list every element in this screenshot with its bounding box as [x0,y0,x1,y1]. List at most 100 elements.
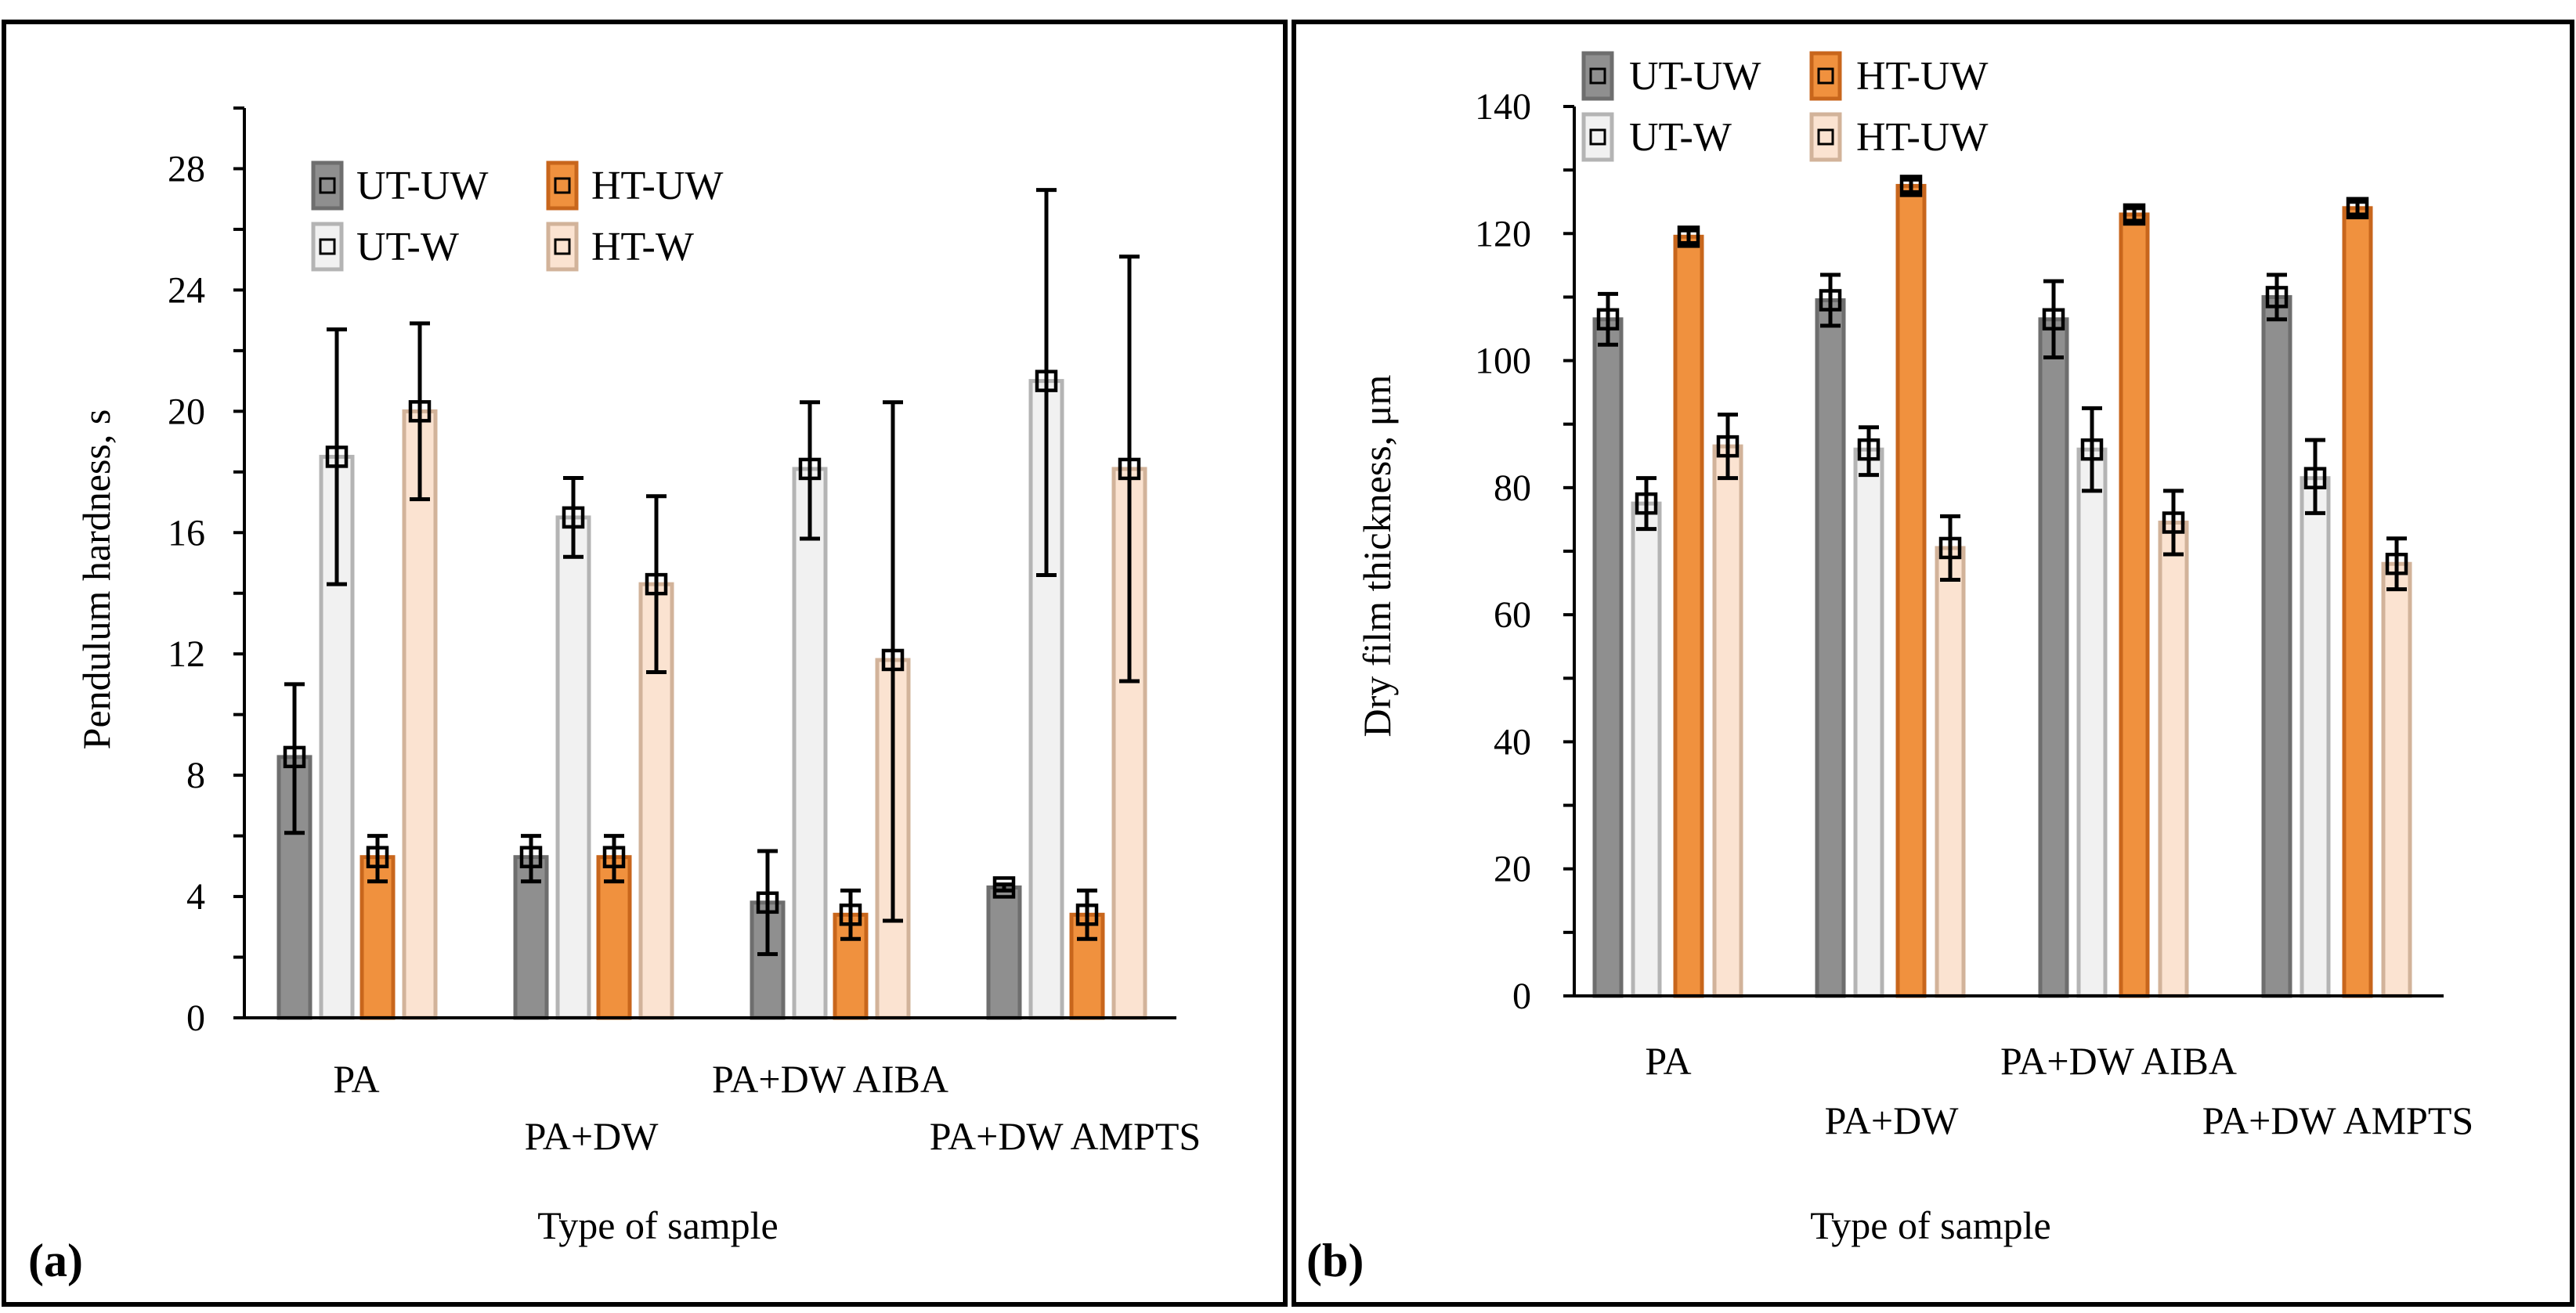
category-label: PA [1645,1039,1691,1083]
bar [1592,317,1624,998]
data-marker [1075,904,1099,926]
bar [1935,546,1966,998]
bar [2342,206,2373,998]
bar [1815,298,1846,998]
category-label: PA+DW AMPTS [930,1114,1201,1158]
bar [1673,234,1704,998]
legend-swatch [546,222,579,272]
bar [2038,317,2069,998]
panel-a-bars [276,188,1147,1020]
bar [792,467,828,1020]
panel-a-legend-entry-4: HT-W [546,222,694,272]
legend-label: HT-UW [1856,115,1989,160]
bar [2076,447,2108,998]
legend-swatch [1809,112,1842,162]
data-marker [645,572,668,596]
y-tick-label: 140 [1475,86,1531,128]
data-marker [1596,308,1620,331]
legend-marker [1817,128,1834,146]
y-tick-label: 8 [186,755,205,796]
legend-label: HT-UW [591,164,724,208]
legend-swatch [311,222,344,272]
legend-marker [1589,128,1606,146]
y-tick-label: 12 [168,633,205,675]
y-tick-label: 16 [168,512,205,554]
panel-b-chart: 0 20 40 60 80 100 120 140 UT-UW HT-UW UT-W HT-U… [1306,51,2473,1286]
data-marker [1635,492,1658,515]
data-marker [2080,438,2104,461]
panel-b-axes: 0 20 40 60 80 100 120 140 [1475,86,2444,1017]
legend-swatch [1809,51,1842,101]
legend-swatch [546,161,579,211]
y-tick-label: 0 [1512,976,1531,1017]
data-marker [839,904,862,926]
panel-a-chart: 0 4 8 12 16 20 24 28 UT-UW HT-UW UT-W HT-W [28,106,1201,1286]
y-tick-label: 20 [1494,849,1531,890]
y-tick-label: 40 [1494,721,1531,763]
data-marker [2042,308,2065,331]
bar [986,885,1022,1020]
y-tick-label: 24 [168,269,205,311]
data-marker [2303,467,2327,489]
x-axis-title: Type of sample [537,1203,779,1247]
legend-label: UT-W [1629,115,1732,160]
data-marker [325,445,349,468]
data-marker [2385,552,2408,575]
legend-swatch [1581,112,1614,162]
panel-a-legend-entry-2: HT-UW [546,161,724,211]
bar [1853,447,1884,998]
bar [2261,294,2292,998]
panel-a-legend-entry-1: UT-UW [311,161,489,211]
panel-a-axes: 0 4 8 12 16 20 24 28 [168,106,1176,1039]
bar [1895,183,1927,998]
data-marker [1118,457,1141,481]
panel-b-bars [1592,175,2412,998]
data-marker [602,846,626,868]
panel-a-legend: UT-UW HT-UW UT-W HT-W [311,161,724,272]
data-marker [992,876,1016,899]
y-tick-label: 28 [168,148,205,189]
data-marker [1938,536,1962,560]
data-marker [1819,289,1842,312]
legend-label: UT-UW [1629,54,1761,99]
legend-marker [554,238,571,255]
panel-label-a: (a) [28,1235,83,1286]
bar [2300,476,2331,998]
y-tick-label: 0 [186,997,205,1039]
legend-marker [319,177,336,194]
legend-swatch [1581,51,1614,101]
y-tick-label: 100 [1475,341,1531,382]
category-label: PA+DW AMPTS [2202,1098,2473,1142]
bar [2158,520,2189,998]
data-marker [519,846,543,868]
category-label: PA+DW AIBA [712,1057,948,1101]
data-marker [408,400,432,423]
panel-b-legend-entry-2: HT-UW [1809,51,1989,101]
legend-marker [554,177,571,194]
y-tick-label: 120 [1475,213,1531,254]
legend-label: HT-UW [1856,54,1989,99]
panel-label-b: (b) [1306,1235,1364,1286]
category-label: PA+DW AIBA [2000,1039,2237,1083]
y-tick-label: 60 [1494,594,1531,636]
y-tick-label: 80 [1494,467,1531,509]
data-marker [2123,203,2146,226]
category-label: PA+DW [525,1114,659,1158]
panel-b-legend-entry-1: UT-UW [1581,51,1761,101]
legend-label: UT-UW [356,164,489,208]
y-tick-label: 20 [168,391,205,432]
legend-marker [1589,67,1606,85]
data-marker [283,745,306,769]
panel-a-legend-entry-3: UT-W [311,222,459,272]
panel-b-legend: UT-UW HT-UW UT-W HT-UW [1581,51,1989,162]
data-marker [2346,197,2369,220]
data-marker [1857,438,1881,461]
data-marker [2162,511,2185,534]
legend-label: HT-W [591,225,694,269]
panel-a-frame [2,20,1288,1307]
data-marker [881,648,905,672]
y-tick-label: 4 [186,876,205,918]
panel-b-legend-entry-3: UT-W [1581,112,1732,162]
bar [513,855,549,1020]
